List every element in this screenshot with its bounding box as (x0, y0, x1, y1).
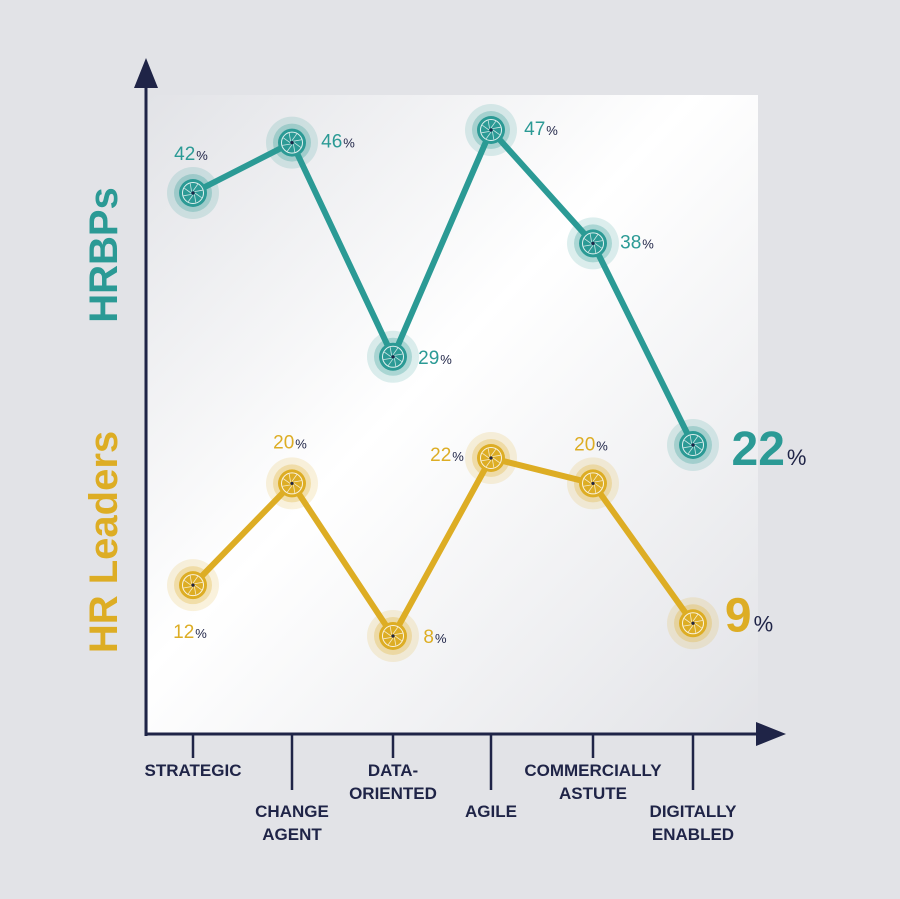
data-label: 22% (732, 423, 807, 476)
data-label: 29% (418, 348, 452, 369)
data-label: 42% (174, 144, 208, 165)
data-label: 8% (423, 627, 447, 648)
data-point (667, 597, 719, 650)
tick-label: DIGITALLY ENABLED (650, 802, 738, 844)
x-tick: COMMERCIALLY ASTUTE (524, 734, 662, 803)
tick-label: AGILE (465, 802, 517, 821)
plot-area (148, 95, 758, 735)
data-point (167, 559, 219, 612)
series-hr-leaders: 12% 20% 8% 22% 20% 9% (167, 432, 773, 662)
x-tick: DIGITALLY ENABLED (650, 734, 738, 844)
series-labels: HRBPs HR Leaders (82, 187, 126, 653)
series-hrbps: 42% 46% 29% 47% 38% 22% (167, 104, 806, 476)
x-tick: AGILE (465, 734, 517, 821)
x-axis-arrow (756, 722, 786, 746)
data-label: 9% (725, 589, 773, 642)
axes (134, 58, 786, 746)
data-point (567, 217, 619, 270)
series-line (190, 455, 696, 639)
x-tick: DATA-ORIENTED (349, 734, 437, 803)
tick-label: DATA-ORIENTED (349, 761, 437, 803)
data-point (465, 432, 517, 484)
data-point (667, 419, 719, 471)
tick-label: COMMERCIALLY ASTUTE (524, 761, 662, 803)
data-point (367, 330, 419, 383)
data-point (266, 457, 318, 510)
data-label: 47% (524, 119, 558, 140)
y-axis-arrow (134, 58, 158, 88)
data-label: 22% (430, 445, 464, 466)
x-axis-ticks: STRATEGIC CHANGE AGENT DATA-ORIENTED AGILE CO… (145, 734, 738, 844)
data-label: 38% (620, 232, 654, 253)
series-layer: 42% 46% 29% 47% 38% 22% 12% 20% 8% 22% 20% 9% (167, 104, 806, 662)
data-label: 46% (321, 132, 355, 153)
tick-label: STRATEGIC (145, 761, 242, 780)
data-label: 20% (273, 432, 307, 453)
series-line (190, 127, 696, 448)
x-tick: CHANGE AGENT (255, 734, 329, 844)
data-label: 12% (173, 622, 207, 643)
series-label-hrbps: HRBPs (82, 187, 126, 323)
data-point (266, 116, 318, 169)
x-tick: STRATEGIC (145, 734, 242, 780)
data-point (367, 610, 419, 662)
data-point (167, 167, 219, 219)
data-point (567, 457, 619, 510)
data-label: 20% (574, 434, 608, 455)
series-label-hr-leaders: HR Leaders (82, 431, 126, 653)
tick-label: CHANGE AGENT (255, 802, 329, 844)
data-point (465, 104, 517, 156)
